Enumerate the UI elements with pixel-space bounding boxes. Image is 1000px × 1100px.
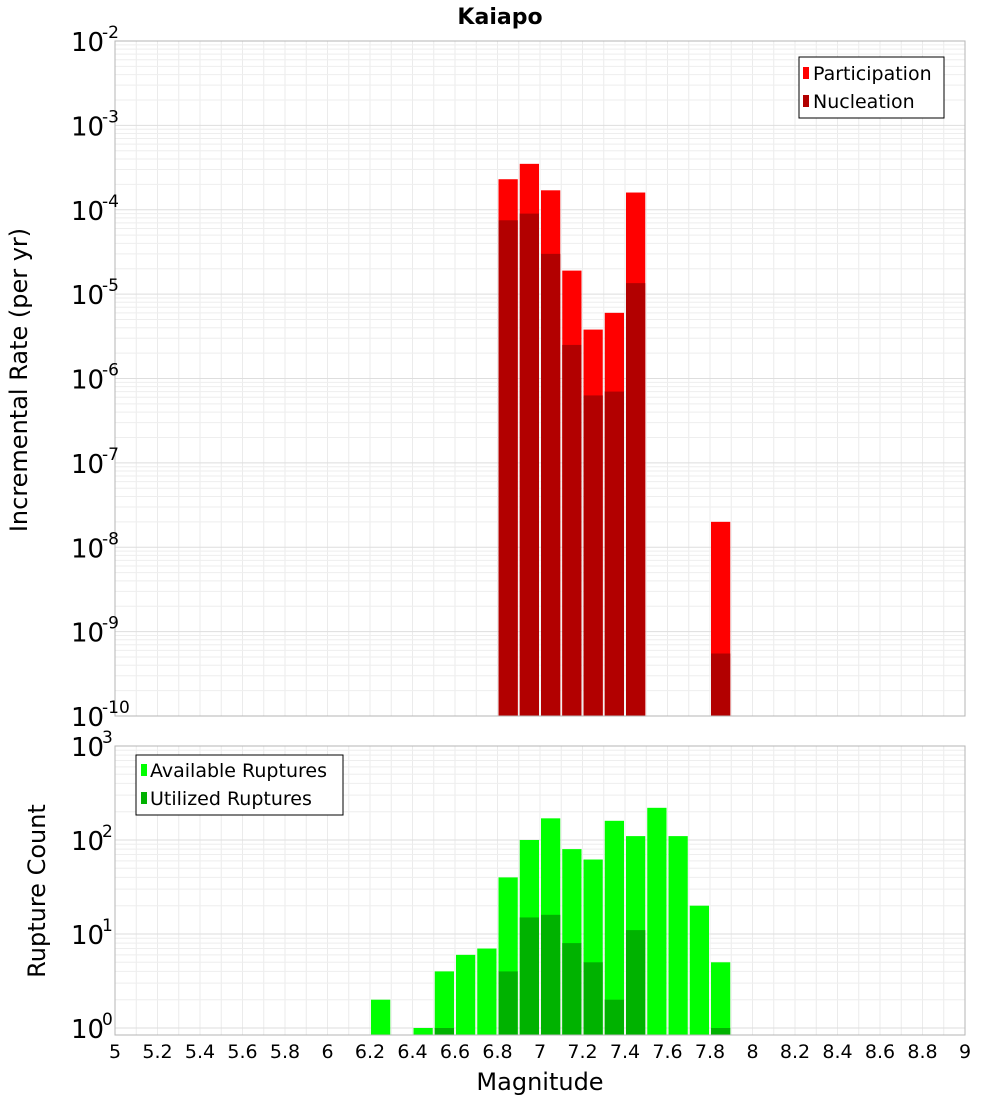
x-tick-label: 7.2 xyxy=(567,1041,597,1063)
x-tick-label: 9 xyxy=(959,1041,971,1063)
x-tick-label: 6.6 xyxy=(440,1041,470,1063)
top-y-tick-label: 10 xyxy=(71,28,104,58)
legend-participation-label: Participation xyxy=(813,63,932,85)
bottom-bar-s1 xyxy=(541,914,561,1035)
bottom-y-tick-exponent: 3 xyxy=(102,728,113,748)
legend-top-box xyxy=(798,56,945,119)
chart-title: Kaiapo xyxy=(457,5,542,30)
bottom-bar-s0 xyxy=(647,807,667,1035)
bottom-y-tick-exponent: 0 xyxy=(102,1010,113,1030)
top-plot-bars xyxy=(498,163,731,717)
bottom-bar-s0 xyxy=(711,962,731,1035)
legend-top: Participation Nucleation xyxy=(798,56,945,119)
top-plot-grid xyxy=(114,41,966,717)
bottom-y-tick-label: 10 xyxy=(71,1015,104,1045)
bottom-plot-frame xyxy=(114,745,966,1036)
bottom-bar-s0 xyxy=(371,999,391,1035)
top-y-tick-label: 10 xyxy=(71,281,104,311)
bottom-bar-s0 xyxy=(668,836,688,1035)
top-bar-s1 xyxy=(562,344,582,716)
axis-ticks: 10-1010-910-810-710-610-510-410-310-2100… xyxy=(71,23,971,1063)
top-y-tick-label: 10 xyxy=(71,197,104,227)
top-plot-frame xyxy=(114,40,966,717)
legend-bottom-box xyxy=(135,754,344,816)
x-tick-label: 6.8 xyxy=(482,1041,512,1063)
top-y-tick-exponent: -5 xyxy=(102,276,119,296)
bottom-bar-s1 xyxy=(434,1028,454,1035)
bottom-bar-s0 xyxy=(477,948,497,1035)
bottom-bar-s0 xyxy=(456,954,476,1035)
legend-utilized-swatch xyxy=(141,792,147,804)
top-y-axis-label: Incremental Rate (per yr) xyxy=(5,228,33,532)
x-tick-label: 8.2 xyxy=(780,1041,810,1063)
top-y-tick-exponent: -3 xyxy=(102,107,119,127)
bottom-y-tick-label: 10 xyxy=(71,827,104,857)
legend-nucleation-label: Nucleation xyxy=(813,91,915,113)
bottom-bar-s0 xyxy=(604,820,624,1035)
top-bar-s1 xyxy=(541,253,561,716)
bottom-y-tick-label: 10 xyxy=(71,733,104,763)
plot-frames xyxy=(114,40,966,1036)
legend-available-label: Available Ruptures xyxy=(150,760,327,782)
top-y-tick-exponent: -9 xyxy=(102,614,119,634)
x-tick-label: 5.2 xyxy=(142,1041,172,1063)
legend-utilized-label: Utilized Ruptures xyxy=(150,788,312,810)
x-tick-label: 6.4 xyxy=(397,1041,427,1063)
x-tick-label: 7.4 xyxy=(610,1041,640,1063)
x-tick-label: 8.8 xyxy=(907,1041,937,1063)
bottom-bar-s1 xyxy=(626,930,646,1035)
bottom-plot-bars xyxy=(371,807,731,1035)
bottom-bar-s0 xyxy=(689,905,709,1035)
x-tick-label: 8.4 xyxy=(822,1041,852,1063)
bottom-bar-s1 xyxy=(583,962,603,1035)
bottom-y-tick-exponent: 1 xyxy=(102,916,113,936)
top-y-tick-exponent: -4 xyxy=(102,192,119,212)
x-tick-label: 7.6 xyxy=(652,1041,682,1063)
top-bar-s1 xyxy=(711,653,731,716)
bottom-bar-s1 xyxy=(519,917,539,1035)
top-y-tick-exponent: -8 xyxy=(102,529,119,549)
top-bar-s1 xyxy=(498,220,518,717)
bottom-y-tick-label: 10 xyxy=(71,921,104,951)
top-y-tick-label: 10 xyxy=(71,450,104,480)
legend-participation-swatch xyxy=(803,67,809,79)
legend-nucleation-swatch xyxy=(803,95,809,107)
x-tick-label: 6 xyxy=(321,1041,333,1063)
bottom-bar-s1 xyxy=(604,999,624,1035)
x-tick-label: 7.8 xyxy=(695,1041,725,1063)
top-y-tick-label: 10 xyxy=(71,534,104,564)
bottom-bar-s0 xyxy=(434,971,454,1035)
legend-bottom: Available Ruptures Utilized Ruptures xyxy=(135,754,344,816)
x-tick-label: 5 xyxy=(109,1041,121,1063)
top-y-tick-label: 10 xyxy=(71,112,104,142)
top-bar-s1 xyxy=(604,391,624,716)
bottom-bar-s1 xyxy=(711,1028,731,1035)
top-y-tick-label: 10 xyxy=(71,366,104,396)
top-bar-s1 xyxy=(583,395,603,716)
top-y-tick-exponent: -6 xyxy=(102,361,119,381)
top-y-tick-label: 10 xyxy=(71,619,104,649)
bottom-y-axis-label: Rupture Count xyxy=(23,804,51,978)
bottom-bar-s1 xyxy=(562,943,582,1035)
x-tick-label: 5.8 xyxy=(270,1041,300,1063)
x-tick-label: 5.6 xyxy=(227,1041,257,1063)
bottom-bar-s1 xyxy=(498,971,518,1035)
top-y-tick-exponent: -7 xyxy=(102,445,119,465)
x-axis-label: Magnitude xyxy=(476,1068,603,1096)
x-tick-label: 7 xyxy=(534,1041,546,1063)
top-bar-s1 xyxy=(626,283,646,716)
legend-available-swatch xyxy=(141,764,147,776)
x-tick-label: 5.4 xyxy=(185,1041,215,1063)
bottom-y-tick-exponent: 2 xyxy=(102,822,113,842)
top-y-tick-exponent: -2 xyxy=(102,23,119,43)
x-tick-label: 8 xyxy=(746,1041,758,1063)
x-tick-label: 8.6 xyxy=(865,1041,895,1063)
bottom-bar-s0 xyxy=(413,1028,433,1035)
x-tick-label: 6.2 xyxy=(355,1041,385,1063)
top-y-tick-exponent: -10 xyxy=(102,698,130,718)
top-bar-s1 xyxy=(519,213,539,717)
top-y-tick-label: 10 xyxy=(71,703,104,733)
